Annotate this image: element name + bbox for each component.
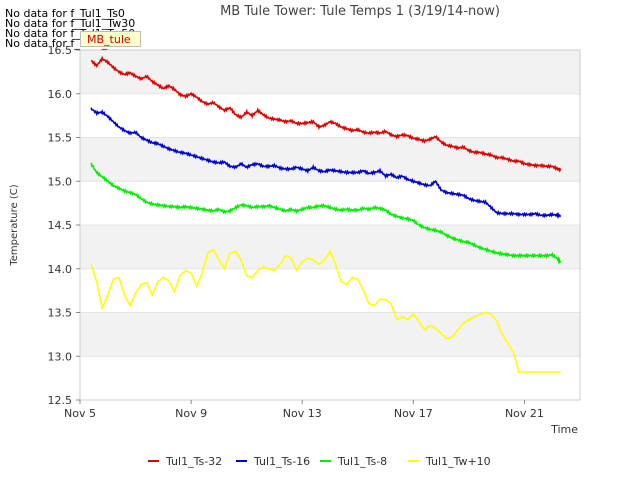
background-bands [80,50,580,400]
x-tick-label: Nov 5 [64,407,96,420]
background-band [80,225,580,269]
series-lines [90,55,562,373]
y-tick-label: 16.5 [48,44,73,57]
series-line-tul1-ts-8 [90,162,562,265]
background-band [80,181,580,225]
background-band [80,50,580,94]
x-tick-label: Nov 21 [505,407,544,420]
y-tick-label: 12.5 [48,394,73,407]
no-data-message: No data for f_Tul1_Tw30 [5,17,136,30]
background-band [80,356,580,400]
x-tick-label: Nov 9 [175,407,207,420]
legend-label: Tul1_Ts-32 [165,455,222,468]
y-axis-label: Temperature (C) [9,184,20,266]
y-tick-label: 13.0 [48,350,73,363]
y-tick-label: 15.5 [48,132,73,145]
y-tick-label: 13.5 [48,307,73,320]
series-line-tul1-ts-16 [90,107,562,220]
legend-label: Tul1_Tw+10 [425,455,491,468]
background-band [80,93,580,138]
legend-label: Tul1_Ts-16 [253,455,310,468]
y-tick-label: 14.5 [48,219,73,232]
no-data-message: No data for f_Tul1_Ts0 [5,7,125,20]
x-tick-label: Nov 13 [283,407,322,420]
background-band [80,268,580,313]
y-axis: 12.5 13.0 13.5 14.0 14.5 15.0 15.5 16.0 16.5 [48,44,80,407]
background-band [80,312,580,357]
y-tick-label: 15.0 [48,175,73,188]
series-line-tul1-ts-32 [90,55,562,173]
chart-title: MB Tule Tower: Tule Temps 1 (3/19/14-now… [220,4,500,19]
x-axis: Nov 5 Nov 9 Nov 13 Nov 17 Nov 21 [64,400,544,420]
site-badge: MB_tule [80,31,141,47]
y-tick-label: 14.0 [48,263,73,276]
series-line-tul1-tw-10 [90,248,561,373]
no-data-message: No data for f_Tul1_Tw60 [5,37,136,50]
legend: Tul1_Ts-32 Tul1_Ts-16 Tul1_Ts-8 Tul1_Tw+10 [148,455,491,468]
x-tick-label: Nov 17 [394,407,433,420]
x-axis-label: Time [550,423,578,436]
legend-label: Tul1_Ts-8 [337,455,387,468]
background-band [80,137,580,182]
y-tick-label: 16.0 [48,88,73,101]
no-data-message: No data for f_Tul1_Tw50 [5,27,136,40]
